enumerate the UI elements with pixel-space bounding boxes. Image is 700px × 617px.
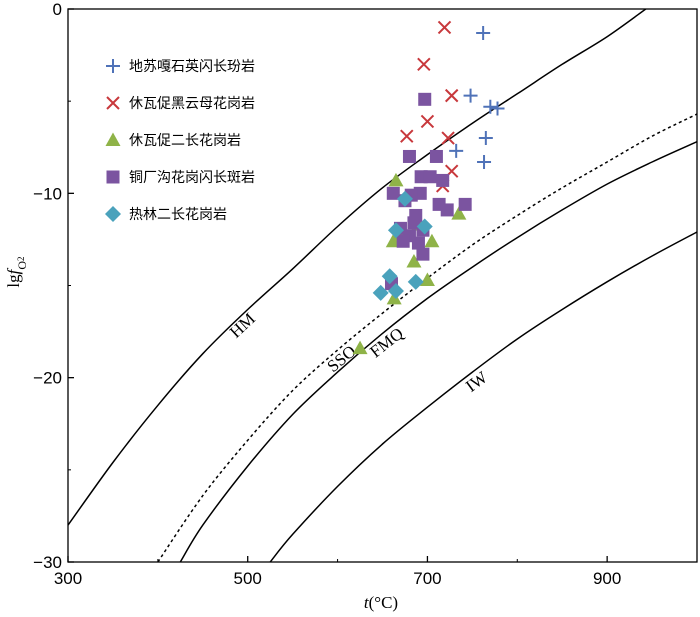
- legend-item-4: 铜厂沟花岗闪长斑岩: [106, 170, 255, 186]
- data-point-triangle-10: [352, 340, 368, 355]
- data-point-x-3: [444, 88, 459, 103]
- data-point-triangle-7: [406, 254, 422, 268]
- curve-label-iw: IW: [462, 367, 492, 396]
- legend: 地苏嘎石英闪长玢岩休瓦促黑云母花岗岩休瓦促二长花岗岩铜厂沟花岗闪长斑岩热林二长花…: [105, 58, 255, 223]
- data-point-square-6: [436, 173, 450, 187]
- data-points: [352, 20, 505, 355]
- buffer-curves: [68, 9, 697, 562]
- data-point-square-12: [458, 197, 472, 211]
- data-point-x-4: [420, 114, 435, 129]
- data-point-x-6: [441, 131, 455, 145]
- data-point-diamond-6: [387, 283, 404, 300]
- data-point-diamond-2: [416, 218, 433, 235]
- data-point-diamond-4: [381, 268, 398, 285]
- y-tick-label: −20: [33, 369, 62, 388]
- legend-marker-square: [106, 170, 120, 184]
- axis-ticks: 300 500 700 900 0 −10 −20 −30: [33, 0, 621, 588]
- data-point-diamond-7: [372, 284, 389, 301]
- legend-marker-diamond: [105, 206, 121, 222]
- data-point-square-19: [396, 234, 410, 248]
- legend-label: 铜厂沟花岗闪长斑岩: [129, 170, 255, 186]
- data-point-diamond-3: [387, 222, 404, 239]
- data-point-triangle-2: [451, 206, 467, 220]
- x-axis-label: t(°C): [364, 593, 398, 612]
- y-tick-label: 0: [53, 0, 62, 19]
- curve-hm: [68, 9, 647, 526]
- legend-label: 地苏嘎石英闪长玢岩: [129, 58, 255, 75]
- legend-item-1: 地苏嘎石英闪长玢岩: [106, 58, 255, 75]
- data-point-square-5: [423, 170, 437, 184]
- curve-fmq: [179, 141, 697, 562]
- series-1-plus: [449, 25, 505, 169]
- y-tick-label: −30: [33, 553, 62, 572]
- data-point-triangle-5: [424, 233, 440, 248]
- plot-frame: [67, 8, 698, 563]
- legend-label: 热林二长花岗岩: [129, 207, 227, 223]
- curve-label-sso: SSO: [324, 342, 360, 376]
- series-2-x: [400, 20, 459, 193]
- curve-label-fmq: FMQ: [366, 324, 407, 362]
- data-point-square-21: [416, 247, 430, 261]
- data-point-x-2: [417, 57, 431, 72]
- x-tick-label: 500: [234, 569, 262, 588]
- data-point-triangle-9: [386, 290, 402, 305]
- data-point-plus-6: [449, 143, 464, 158]
- data-point-triangle-8: [419, 272, 435, 286]
- data-point-plus-1: [476, 25, 491, 40]
- data-point-square-3: [429, 149, 443, 163]
- data-point-plus-5: [478, 131, 493, 146]
- data-point-square-8: [386, 186, 400, 200]
- legend-marker-triangle: [105, 132, 121, 146]
- data-point-diamond-5: [407, 273, 424, 290]
- legend-item-5: 热林二长花岗岩: [105, 206, 227, 223]
- curve-label-hm: HM: [226, 309, 259, 342]
- data-point-triangle-1: [388, 172, 404, 187]
- data-point-x-5: [400, 129, 414, 143]
- data-point-plus-2: [463, 88, 478, 103]
- x-tick-label: 300: [54, 569, 82, 588]
- curve-iw: [269, 231, 697, 562]
- data-point-square-20: [411, 236, 425, 250]
- x-tick-label: 700: [413, 569, 441, 588]
- y-tick-label: −10: [33, 184, 62, 203]
- legend-marker-x: [106, 96, 120, 110]
- data-point-plus-7: [477, 154, 492, 169]
- data-point-x-1: [437, 20, 452, 35]
- data-point-square-13: [440, 203, 454, 217]
- series-5-diamond: [372, 190, 433, 301]
- legend-item-2: 休瓦促黑云母花岗岩: [106, 96, 255, 112]
- data-point-plus-3: [483, 99, 498, 114]
- legend-item-3: 休瓦促二长花岗岩: [105, 132, 241, 149]
- x-tick-label: 900: [593, 569, 621, 588]
- legend-marker-plus: [106, 59, 120, 73]
- data-point-diamond-1: [396, 190, 413, 207]
- data-point-square-1: [418, 92, 432, 106]
- y-axis-label: lgfO2: [4, 256, 29, 287]
- data-point-square-2: [402, 149, 416, 163]
- legend-label: 休瓦促黑云母花岗岩: [129, 96, 255, 112]
- data-point-plus-4: [490, 101, 505, 116]
- legend-label: 休瓦促二长花岗岩: [129, 133, 241, 149]
